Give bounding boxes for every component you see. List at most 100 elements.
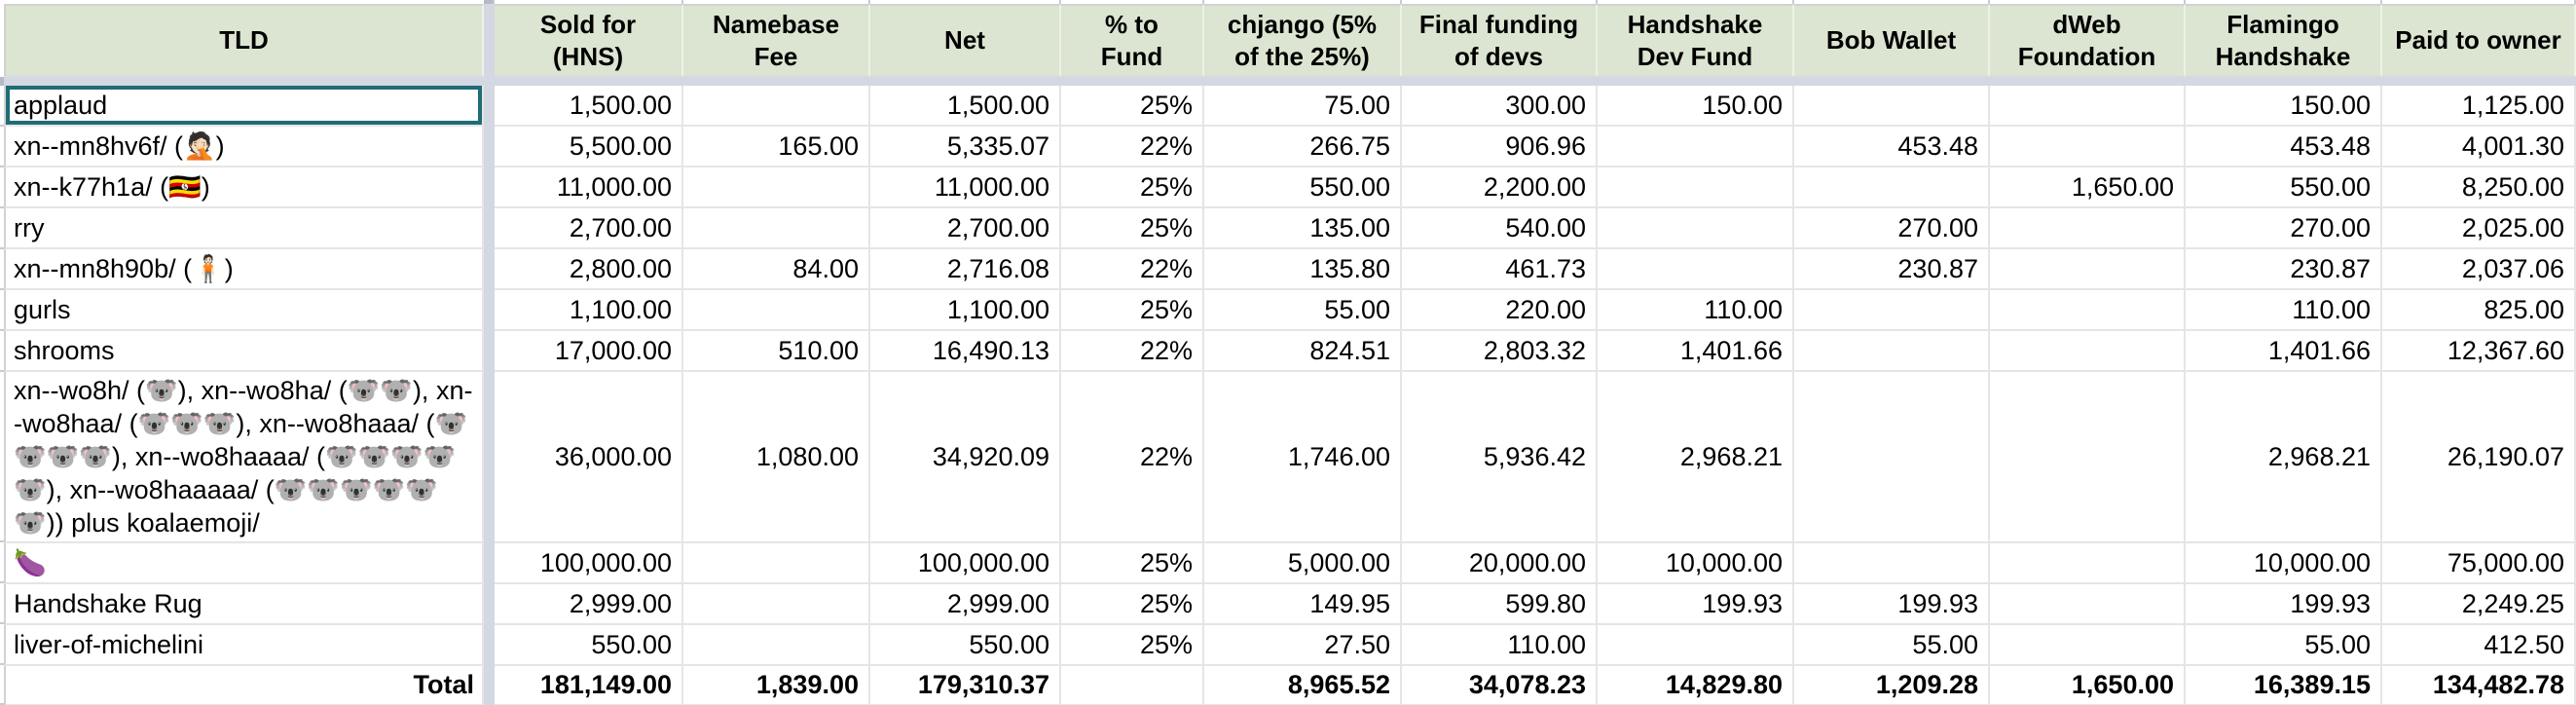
value-cell[interactable]: 110.00 [1402, 625, 1598, 666]
value-cell[interactable]: 4,001.30 [2382, 127, 2576, 167]
value-cell[interactable]: 220.00 [1402, 290, 1598, 331]
value-cell[interactable]: 75.00 [1204, 86, 1402, 127]
value-cell[interactable]: 179,310.37 [870, 666, 1061, 705]
value-cell[interactable] [1061, 666, 1204, 705]
value-cell[interactable] [683, 208, 870, 249]
frozen-col-divider[interactable] [484, 86, 495, 127]
value-cell[interactable]: 1,500.00 [870, 86, 1061, 127]
frozen-col-divider[interactable] [484, 331, 495, 372]
value-cell[interactable]: 110.00 [1598, 290, 1794, 331]
frozen-col-divider[interactable] [484, 290, 495, 331]
column-header-sold-for-hns[interactable]: Sold for (HNS) [495, 4, 683, 77]
value-cell[interactable]: 14,829.80 [1598, 666, 1794, 705]
value-cell[interactable]: 22% [1061, 372, 1204, 543]
value-cell[interactable]: 453.48 [1794, 127, 1990, 167]
value-cell[interactable]: 824.51 [1204, 331, 1402, 372]
value-cell[interactable]: 2,200.00 [1402, 167, 1598, 208]
value-cell[interactable]: 16,389.15 [2186, 666, 2382, 705]
value-cell[interactable]: 540.00 [1402, 208, 1598, 249]
value-cell[interactable]: 55.00 [2186, 625, 2382, 666]
value-cell[interactable] [1794, 86, 1990, 127]
value-cell[interactable]: 1,839.00 [683, 666, 870, 705]
value-cell[interactable]: 20,000.00 [1402, 543, 1598, 584]
tld-cell[interactable]: xn--k77h1a/ (🇺🇬) [4, 167, 484, 208]
value-cell[interactable] [1990, 127, 2186, 167]
value-cell[interactable]: 11,000.00 [495, 167, 683, 208]
value-cell[interactable]: 134,482.78 [2382, 666, 2576, 705]
value-cell[interactable]: 25% [1061, 167, 1204, 208]
column-header-tld[interactable]: TLD [4, 4, 484, 77]
value-cell[interactable]: 25% [1061, 625, 1204, 666]
value-cell[interactable] [683, 543, 870, 584]
frozen-col-divider[interactable] [484, 625, 495, 666]
column-header-dweb-foundation[interactable]: dWeb Foundation [1990, 4, 2186, 77]
value-cell[interactable]: 5,936.42 [1402, 372, 1598, 543]
value-cell[interactable]: 25% [1061, 290, 1204, 331]
frozen-col-divider[interactable] [484, 167, 495, 208]
value-cell[interactable]: 1,125.00 [2382, 86, 2576, 127]
value-cell[interactable]: 165.00 [683, 127, 870, 167]
value-cell[interactable]: 550.00 [495, 625, 683, 666]
value-cell[interactable]: 149.95 [1204, 584, 1402, 625]
value-cell[interactable]: 8,965.52 [1204, 666, 1402, 705]
value-cell[interactable]: 135.00 [1204, 208, 1402, 249]
tld-cell[interactable]: gurls [4, 290, 484, 331]
tld-cell[interactable]: xn--wo8h/ (🐨), xn--wo8ha/ (🐨🐨), xn--wo8h… [4, 372, 484, 543]
value-cell[interactable]: 36,000.00 [495, 372, 683, 543]
value-cell[interactable] [1598, 127, 1794, 167]
value-cell[interactable]: 199.93 [1598, 584, 1794, 625]
value-cell[interactable]: 2,999.00 [495, 584, 683, 625]
value-cell[interactable]: 2,025.00 [2382, 208, 2576, 249]
value-cell[interactable]: 2,037.06 [2382, 249, 2576, 290]
value-cell[interactable] [1598, 249, 1794, 290]
value-cell[interactable]: 12,367.60 [2382, 331, 2576, 372]
value-cell[interactable]: 100,000.00 [495, 543, 683, 584]
value-cell[interactable]: 230.87 [2186, 249, 2382, 290]
tld-cell[interactable]: rry [4, 208, 484, 249]
value-cell[interactable]: 22% [1061, 127, 1204, 167]
tld-cell[interactable]: shrooms [4, 331, 484, 372]
value-cell[interactable]: 199.93 [2186, 584, 2382, 625]
value-cell[interactable]: 599.80 [1402, 584, 1598, 625]
column-header-namebase-fee[interactable]: Namebase Fee [683, 4, 870, 77]
value-cell[interactable] [1598, 208, 1794, 249]
value-cell[interactable]: 906.96 [1402, 127, 1598, 167]
value-cell[interactable] [1794, 372, 1990, 543]
column-header-flamingo-handshake[interactable]: Flamingo Handshake [2186, 4, 2382, 77]
value-cell[interactable]: 1,401.66 [2186, 331, 2382, 372]
value-cell[interactable]: 55.00 [1204, 290, 1402, 331]
value-cell[interactable]: 17,000.00 [495, 331, 683, 372]
value-cell[interactable]: 150.00 [1598, 86, 1794, 127]
column-header-paid-to-owner[interactable]: Paid to owner [2382, 4, 2576, 77]
value-cell[interactable]: 22% [1061, 249, 1204, 290]
value-cell[interactable]: 26,190.07 [2382, 372, 2576, 543]
value-cell[interactable]: 461.73 [1402, 249, 1598, 290]
value-cell[interactable]: 11,000.00 [870, 167, 1061, 208]
frozen-col-divider[interactable] [484, 208, 495, 249]
value-cell[interactable] [1598, 167, 1794, 208]
column-header-chjango-5-of-the-25[interactable]: chjango (5% of the 25%) [1204, 4, 1402, 77]
value-cell[interactable]: 8,250.00 [2382, 167, 2576, 208]
value-cell[interactable]: 1,401.66 [1598, 331, 1794, 372]
value-cell[interactable]: 1,500.00 [495, 86, 683, 127]
value-cell[interactable] [683, 584, 870, 625]
value-cell[interactable] [1794, 290, 1990, 331]
value-cell[interactable]: 27.50 [1204, 625, 1402, 666]
column-header-bob-wallet[interactable]: Bob Wallet [1794, 4, 1990, 77]
value-cell[interactable]: 266.75 [1204, 127, 1402, 167]
value-cell[interactable]: 270.00 [2186, 208, 2382, 249]
column-header-to-fund[interactable]: % to Fund [1061, 4, 1204, 77]
value-cell[interactable]: 2,800.00 [495, 249, 683, 290]
value-cell[interactable] [1990, 372, 2186, 543]
frozen-col-divider[interactable] [484, 584, 495, 625]
value-cell[interactable]: 25% [1061, 584, 1204, 625]
tld-cell[interactable]: applaud [4, 86, 484, 127]
tld-cell[interactable]: liver-of-michelini [4, 625, 484, 666]
frozen-col-divider[interactable] [484, 4, 495, 77]
value-cell[interactable] [1794, 543, 1990, 584]
value-cell[interactable]: 1,100.00 [495, 290, 683, 331]
value-cell[interactable]: 5,500.00 [495, 127, 683, 167]
value-cell[interactable]: 300.00 [1402, 86, 1598, 127]
value-cell[interactable]: 230.87 [1794, 249, 1990, 290]
value-cell[interactable]: 110.00 [2186, 290, 2382, 331]
